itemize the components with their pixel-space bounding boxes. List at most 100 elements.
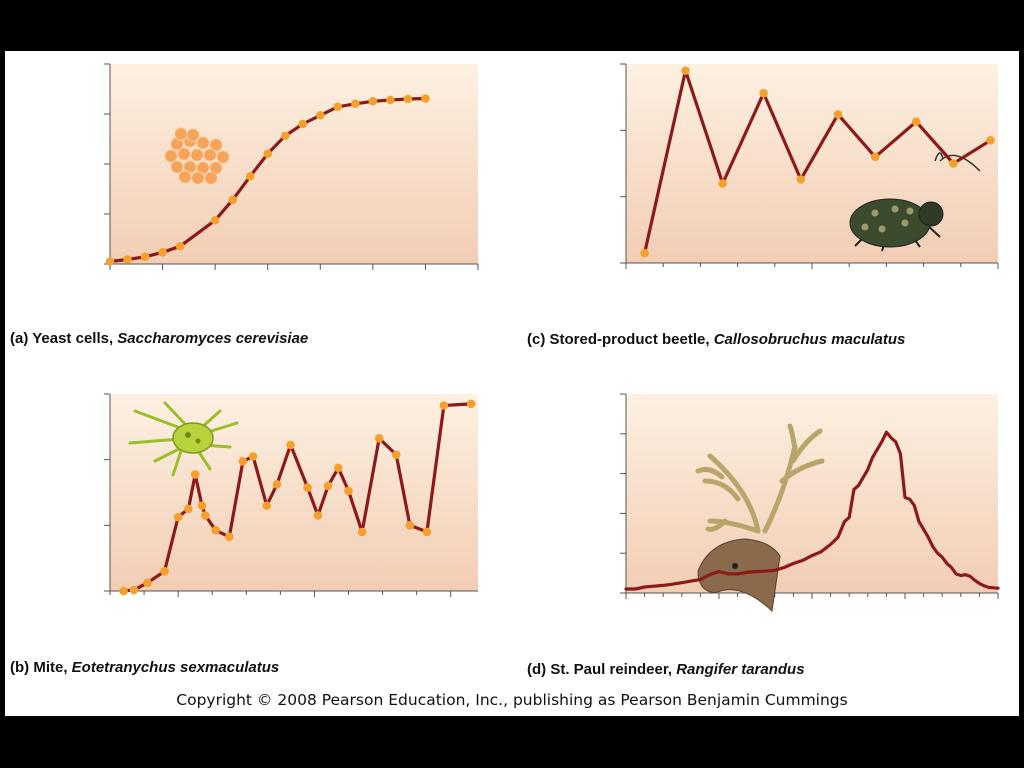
- mite-spot: [185, 432, 191, 438]
- data-point: [870, 152, 880, 162]
- data-point: [333, 463, 343, 473]
- yeast-cell: [203, 148, 217, 162]
- data-point: [323, 481, 333, 491]
- mite-icon: [128, 401, 239, 477]
- data-point: [986, 135, 995, 145]
- yeast-cell: [178, 170, 192, 184]
- yeast-cell: [216, 150, 230, 164]
- data-point: [357, 527, 367, 537]
- caption-a-prefix: (a) Yeast cells,: [10, 330, 118, 347]
- mite-leg: [133, 409, 185, 431]
- data-point: [421, 94, 430, 103]
- data-point: [344, 486, 353, 496]
- caption-d-species: Rangifer tarandus: [676, 661, 805, 678]
- data-point: [129, 585, 139, 595]
- reindeer-antler: [705, 518, 728, 532]
- data-point: [391, 450, 401, 460]
- data-point: [403, 94, 413, 104]
- data-point: [248, 452, 258, 461]
- reindeer-antler: [702, 478, 741, 502]
- data-point: [315, 110, 325, 120]
- data-point: [158, 247, 167, 257]
- beetle-head: [918, 201, 944, 227]
- data-point: [351, 99, 360, 109]
- plot-area: [626, 64, 998, 263]
- yeast-cells-icon: [164, 127, 230, 185]
- data-point: [238, 457, 248, 466]
- series-line: [624, 430, 1000, 591]
- mite-leg: [171, 449, 183, 477]
- data-point: [175, 241, 185, 251]
- chart-yeast: [104, 63, 479, 270]
- data-point: [105, 257, 115, 266]
- caption-c-prefix: (c) Stored-product beetle,: [527, 331, 714, 348]
- beetle-antenna: [934, 152, 944, 162]
- data-point: [119, 586, 128, 596]
- yeast-cell: [190, 148, 204, 162]
- yeast-cell: [209, 138, 223, 152]
- data-point: [211, 525, 220, 535]
- yeast-cell: [164, 149, 178, 163]
- data-point: [298, 119, 308, 129]
- beetle-spot: [878, 225, 886, 233]
- data-point: [190, 470, 200, 479]
- series-line: [121, 402, 473, 593]
- data-point: [759, 88, 768, 98]
- data-point: [386, 95, 395, 105]
- caption-d: (d) St. Paul reindeer, Rangifer tarandus: [527, 661, 805, 678]
- data-point: [245, 171, 255, 181]
- reindeer-antler: [695, 467, 725, 480]
- data-point: [303, 483, 312, 492]
- data-point: [405, 521, 415, 530]
- data-point: [466, 399, 476, 409]
- mite-leg: [128, 437, 182, 445]
- mite-leg: [163, 401, 189, 428]
- copyright-notice: Copyright © 2008 Pearson Education, Inc.…: [176, 691, 848, 709]
- mite-spot: [195, 438, 201, 444]
- data-point: [911, 117, 921, 127]
- caption-c-species: Callosobruchus maculatus: [713, 331, 906, 348]
- data-point: [143, 578, 152, 588]
- yeast-cell: [191, 171, 205, 185]
- data-point: [160, 567, 169, 576]
- data-point: [272, 479, 282, 489]
- caption-b: (b) Mite, Eotetranychus sexmaculatus: [10, 659, 279, 676]
- chart-reindeer: [620, 393, 1000, 613]
- beetle-spot: [901, 219, 909, 227]
- data-point: [210, 215, 220, 225]
- series-line: [643, 69, 993, 255]
- reindeer-eye: [732, 563, 738, 569]
- data-point: [368, 96, 378, 106]
- data-point: [123, 255, 132, 264]
- data-point: [140, 252, 150, 262]
- data-point: [333, 102, 343, 112]
- yeast-cell: [174, 127, 188, 141]
- beetle-spot: [871, 209, 879, 217]
- data-point: [681, 66, 690, 75]
- beetle-icon: [849, 152, 981, 252]
- caption-d-prefix: (d) St. Paul reindeer,: [527, 661, 677, 678]
- data-point: [718, 179, 728, 188]
- yeast-cell: [186, 128, 200, 142]
- data-point: [640, 248, 649, 258]
- data-point: [439, 401, 449, 410]
- data-point: [263, 149, 273, 159]
- slide: (a) Yeast cells, Saccharomyces cerevisia…: [5, 51, 1019, 716]
- reindeer-antler: [707, 453, 761, 534]
- plot-area: [110, 64, 478, 264]
- reindeer-antler: [787, 423, 798, 452]
- data-point: [201, 511, 210, 520]
- data-point: [280, 131, 290, 141]
- data-point: [313, 511, 323, 520]
- caption-b-prefix: (b) Mite,: [10, 659, 72, 676]
- data-point: [224, 532, 234, 542]
- reindeer-antler: [779, 458, 825, 484]
- reindeer-antler: [790, 428, 823, 464]
- data-point: [286, 440, 295, 450]
- chart-mite: [104, 393, 478, 597]
- data-point: [422, 527, 432, 537]
- data-point: [833, 110, 843, 119]
- reindeer-antler: [762, 443, 798, 534]
- data-point: [184, 504, 193, 514]
- plot-area: [626, 394, 998, 593]
